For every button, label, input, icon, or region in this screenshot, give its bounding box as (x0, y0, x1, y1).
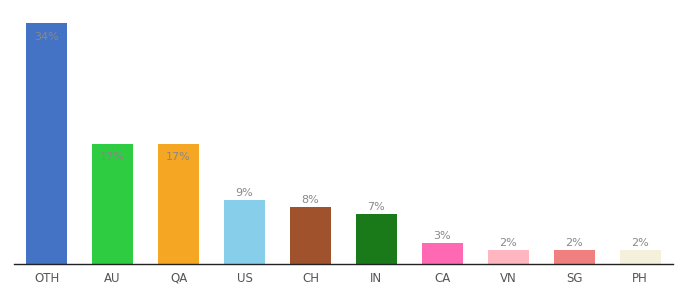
Text: 7%: 7% (367, 202, 386, 212)
Bar (554, 250, 595, 264)
Bar (488, 250, 529, 264)
Bar (356, 214, 397, 264)
Text: 9%: 9% (235, 188, 254, 198)
Bar (26, 23, 67, 264)
Bar (422, 243, 463, 264)
Bar (158, 144, 199, 264)
Text: 2%: 2% (631, 238, 649, 248)
Text: 17%: 17% (166, 152, 191, 162)
Bar (619, 250, 661, 264)
Text: 3%: 3% (434, 231, 451, 241)
Text: 17%: 17% (100, 152, 125, 162)
Text: 2%: 2% (565, 238, 583, 248)
Bar (290, 207, 331, 264)
Text: 2%: 2% (499, 238, 517, 248)
Text: 8%: 8% (301, 195, 320, 205)
Bar (92, 144, 133, 264)
Text: 34%: 34% (34, 32, 59, 42)
Bar (224, 200, 265, 264)
